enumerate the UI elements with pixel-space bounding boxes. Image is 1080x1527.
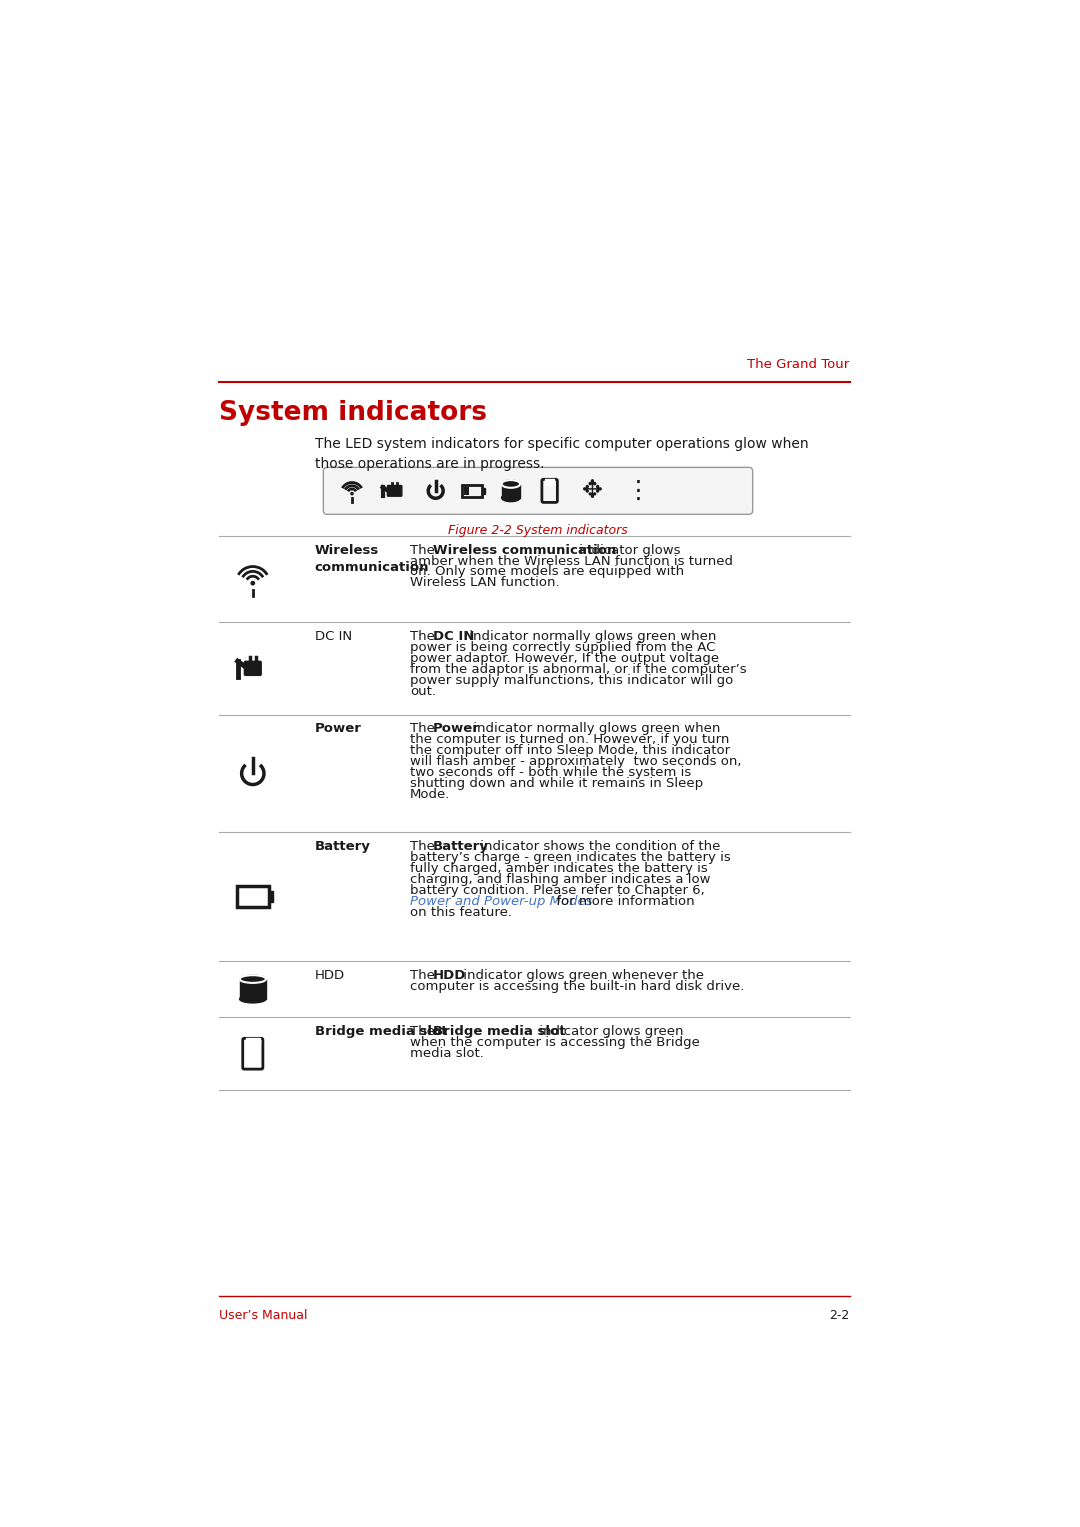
Text: the computer off into Sleep Mode, this indicator: the computer off into Sleep Mode, this i… xyxy=(410,744,730,757)
Circle shape xyxy=(252,582,255,585)
Text: Power: Power xyxy=(314,722,362,734)
Text: battery condition. Please refer to Chapter 6,: battery condition. Please refer to Chapt… xyxy=(410,884,705,896)
Text: DC IN: DC IN xyxy=(314,629,352,643)
FancyBboxPatch shape xyxy=(388,486,402,496)
Text: power adaptor. However, If the output voltage: power adaptor. However, If the output vo… xyxy=(410,652,719,664)
Text: Bridge media slot: Bridge media slot xyxy=(314,1025,447,1038)
Text: the computer is turned on. However, if you turn: the computer is turned on. However, if y… xyxy=(410,733,729,747)
Text: HDD: HDD xyxy=(314,968,345,982)
Bar xyxy=(463,487,469,495)
Text: amber when the Wireless LAN function is turned: amber when the Wireless LAN function is … xyxy=(410,554,733,568)
Text: out.: out. xyxy=(410,684,436,698)
Circle shape xyxy=(351,493,353,495)
Bar xyxy=(246,1038,260,1044)
Text: The: The xyxy=(410,840,440,854)
Text: fully charged, amber indicates the battery is: fully charged, amber indicates the batte… xyxy=(410,861,707,875)
Text: from the adaptor is abnormal, or if the computer’s: from the adaptor is abnormal, or if the … xyxy=(410,663,746,675)
Text: on this feature.: on this feature. xyxy=(410,906,512,919)
Text: indicator normally glows green when: indicator normally glows green when xyxy=(469,722,720,734)
Text: The: The xyxy=(410,1025,440,1038)
Text: battery’s charge - green indicates the battery is: battery’s charge - green indicates the b… xyxy=(410,851,731,864)
Bar xyxy=(501,484,521,498)
FancyBboxPatch shape xyxy=(244,661,261,675)
Text: HDD: HDD xyxy=(433,968,467,982)
Bar xyxy=(482,487,485,493)
Text: will flash amber - approximately  two seconds on,: will flash amber - approximately two sec… xyxy=(410,754,742,768)
Text: power supply malfunctions, this indicator will go: power supply malfunctions, this indicato… xyxy=(410,673,733,687)
Text: ⋮: ⋮ xyxy=(626,479,651,502)
Ellipse shape xyxy=(501,479,521,487)
Ellipse shape xyxy=(501,493,521,502)
Text: Battery: Battery xyxy=(433,840,488,854)
Text: indicator shows the condition of the: indicator shows the condition of the xyxy=(476,840,720,854)
Text: The: The xyxy=(410,968,440,982)
Text: Power and Power-up Modes: Power and Power-up Modes xyxy=(410,895,593,907)
Bar xyxy=(545,479,554,486)
Text: on. Only some models are equipped with: on. Only some models are equipped with xyxy=(410,565,685,579)
Ellipse shape xyxy=(240,976,266,983)
Text: DC IN: DC IN xyxy=(433,629,474,643)
Text: Wireless LAN function.: Wireless LAN function. xyxy=(410,576,559,589)
Text: ✥: ✥ xyxy=(582,479,603,502)
Text: User’s Manual: User’s Manual xyxy=(218,1309,307,1322)
Text: Figure 2-2 System indicators: Figure 2-2 System indicators xyxy=(448,524,627,538)
Text: power is being correctly supplied from the AC: power is being correctly supplied from t… xyxy=(410,641,715,654)
Text: Mode.: Mode. xyxy=(410,788,450,800)
Text: 2-2: 2-2 xyxy=(829,1309,850,1322)
Text: Battery: Battery xyxy=(314,840,370,854)
Bar xyxy=(237,886,269,907)
Bar xyxy=(462,484,482,496)
Text: Wireless communication: Wireless communication xyxy=(433,544,616,557)
Text: The: The xyxy=(410,544,440,557)
Text: charging, and flashing amber indicates a low: charging, and flashing amber indicates a… xyxy=(410,873,711,886)
Text: indicator normally glows green when: indicator normally glows green when xyxy=(464,629,716,643)
Text: shutting down and while it remains in Sleep: shutting down and while it remains in Sl… xyxy=(410,777,703,789)
Text: two seconds off - both while the system is: two seconds off - both while the system … xyxy=(410,767,691,779)
Text: System indicators: System indicators xyxy=(218,400,487,426)
Text: Bridge media slot: Bridge media slot xyxy=(433,1025,565,1038)
Text: Wireless
communication: Wireless communication xyxy=(314,544,430,574)
Text: indicator glows: indicator glows xyxy=(575,544,680,557)
FancyBboxPatch shape xyxy=(323,467,753,515)
Text: media slot.: media slot. xyxy=(410,1046,484,1060)
Text: The: The xyxy=(410,722,440,734)
Text: for more information: for more information xyxy=(552,895,694,907)
Text: indicator glows green whenever the: indicator glows green whenever the xyxy=(459,968,703,982)
Bar xyxy=(269,892,273,902)
Ellipse shape xyxy=(240,996,266,1003)
Bar xyxy=(240,979,266,999)
Text: when the computer is accessing the Bridge: when the computer is accessing the Bridg… xyxy=(410,1035,700,1049)
Text: The Grand Tour: The Grand Tour xyxy=(747,359,850,371)
Text: The LED system indicators for specific computer operations glow when
those opera: The LED system indicators for specific c… xyxy=(314,437,809,470)
Text: Power: Power xyxy=(433,722,480,734)
Text: The: The xyxy=(410,629,440,643)
Text: computer is accessing the built-in hard disk drive.: computer is accessing the built-in hard … xyxy=(410,980,744,993)
Text: indicator glows green: indicator glows green xyxy=(536,1025,684,1038)
